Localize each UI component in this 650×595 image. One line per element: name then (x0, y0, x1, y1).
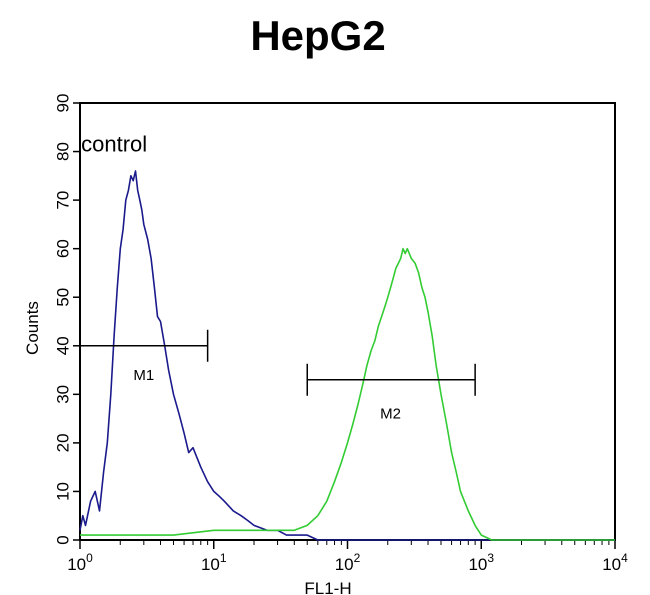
y-tick-label: 90 (54, 94, 73, 113)
x-tick-label: 103 (468, 551, 494, 574)
x-tick-label: 104 (602, 551, 628, 574)
y-tick-label: 20 (54, 433, 73, 452)
y-tick-label: 40 (54, 336, 73, 355)
annotation-label: control (81, 132, 147, 157)
y-tick-label: 60 (54, 239, 73, 258)
series-line (79, 170, 615, 541)
x-tick-label: 100 (67, 551, 93, 574)
x-axis-label: FL1-H (304, 579, 351, 595)
y-tick-label: 0 (54, 535, 73, 544)
x-axis-ticks: 100 101 102 103 104 (67, 540, 628, 574)
gate-markers (79, 329, 476, 396)
x-tick-label: 102 (335, 551, 361, 574)
y-axis-label: Counts (23, 301, 42, 355)
chart-title: HepG2 (250, 12, 385, 59)
series-line (80, 247, 615, 541)
marker-label: M2 (380, 406, 401, 423)
marker-label: M1 (133, 367, 154, 384)
y-tick-label: 30 (54, 385, 73, 404)
x-tick-label: 101 (201, 551, 227, 574)
annotations: control M1 M2 (81, 132, 401, 423)
y-tick-label: 50 (54, 288, 73, 307)
y-tick-label: 70 (54, 191, 73, 210)
y-tick-label: 10 (54, 482, 73, 501)
series-group (79, 170, 615, 541)
y-axis-ticks: 0 10 20 30 40 50 60 70 80 90 (54, 94, 80, 545)
y-tick-label: 80 (54, 142, 73, 161)
